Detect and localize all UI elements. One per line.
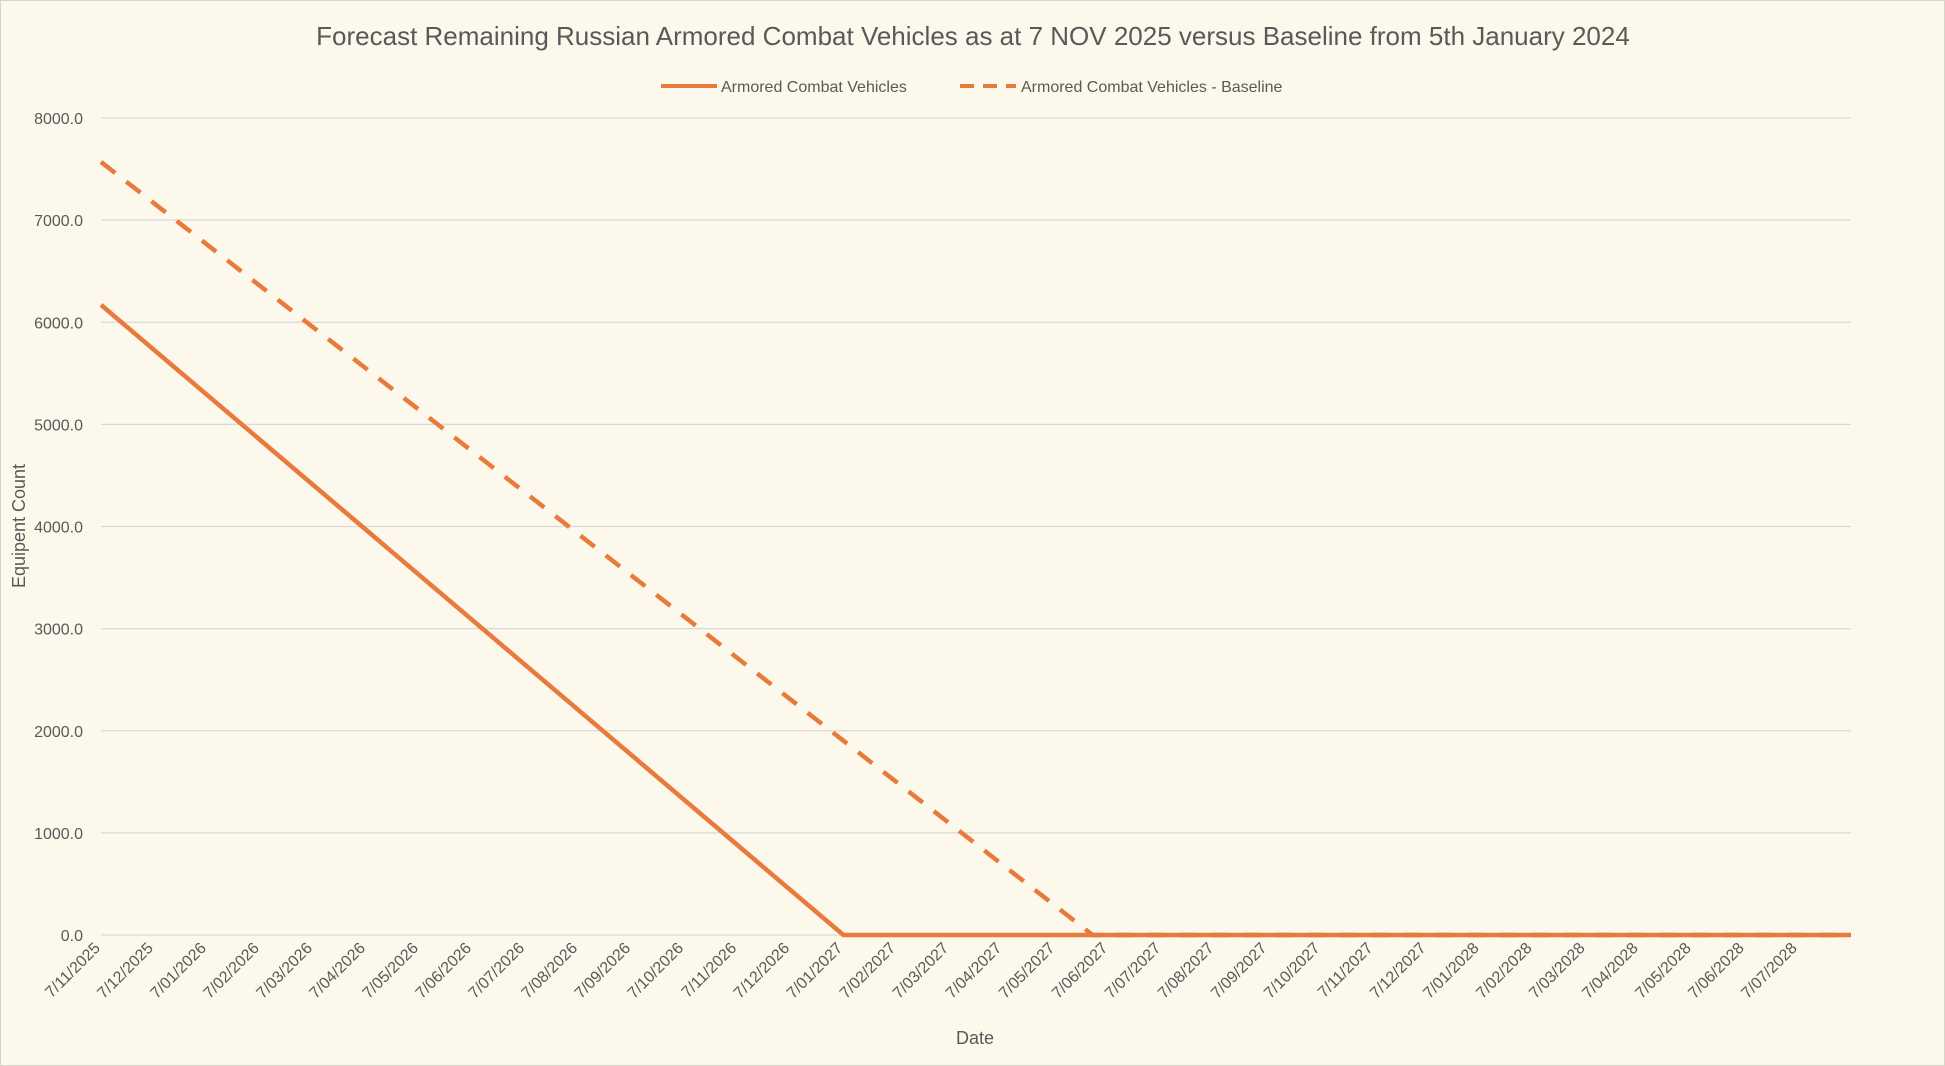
y-tick-label: 0.0 (61, 928, 83, 945)
y-tick-label: 5000.0 (34, 417, 83, 434)
x-tick-label: 7/09/2027 (1208, 940, 1270, 1002)
x-tick-label: 7/07/2026 (466, 940, 528, 1002)
x-tick-label: 7/04/2028 (1579, 940, 1641, 1002)
x-tick-label: 7/09/2026 (572, 940, 634, 1002)
y-axis-title: Equipent Count (9, 464, 29, 588)
x-tick-label: 7/06/2028 (1685, 940, 1747, 1002)
x-tick-label: 7/03/2028 (1526, 940, 1588, 1002)
x-tick-label: 7/03/2027 (890, 940, 952, 1002)
x-tick-label: 7/07/2028 (1738, 940, 1800, 1002)
x-tick-label: 7/10/2027 (1261, 940, 1323, 1002)
x-tick-label: 7/11/2027 (1315, 940, 1377, 1002)
x-tick-label: 7/02/2027 (837, 940, 899, 1002)
x-tick-label: 7/08/2026 (519, 940, 581, 1002)
x-tick-label: 7/05/2028 (1632, 940, 1694, 1002)
x-axis-ticks: 7/11/20257/12/20257/01/20267/02/20267/03… (42, 940, 1801, 1002)
series-line-baseline (99, 160, 1851, 938)
y-tick-label: 6000.0 (34, 315, 83, 332)
y-tick-label: 8000.0 (34, 111, 83, 128)
x-tick-label: 7/01/2026 (148, 940, 210, 1002)
x-tick-label: 7/08/2027 (1155, 940, 1217, 1002)
y-tick-label: 1000.0 (34, 826, 83, 843)
legend-label-dashed: Armored Combat Vehicles - Baseline (1021, 79, 1283, 96)
y-tick-label: 3000.0 (34, 622, 83, 639)
y-tick-label: 7000.0 (34, 213, 83, 230)
x-tick-label: 7/02/2028 (1473, 940, 1535, 1002)
series-lines (99, 160, 1851, 938)
x-tick-label: 7/07/2027 (1102, 940, 1164, 1002)
x-tick-label: 7/12/2025 (95, 940, 157, 1002)
x-tick-label: 7/11/2026 (679, 940, 741, 1002)
x-axis-title: Date (956, 1028, 994, 1048)
x-tick-label: 7/04/2026 (307, 940, 369, 1002)
series-line-armored-combat-vehicles (99, 303, 1851, 938)
gridlines (101, 117, 1851, 936)
chart-title: Forecast Remaining Russian Armored Comba… (316, 21, 1630, 51)
y-axis-ticks: 0.0 1000.0 2000.0 3000.0 4000.0 5000.0 6000.0 7… (34, 111, 83, 945)
x-tick-label: 7/03/2026 (254, 940, 316, 1002)
x-tick-label: 7/11/2025 (42, 940, 104, 1002)
x-tick-label: 7/02/2026 (201, 940, 263, 1002)
x-tick-label: 7/12/2027 (1367, 940, 1429, 1002)
x-tick-label: 7/04/2027 (943, 940, 1005, 1002)
x-tick-label: 7/06/2026 (413, 940, 475, 1002)
x-tick-label: 7/01/2027 (784, 940, 846, 1002)
legend-label-solid: Armored Combat Vehicles (721, 79, 907, 96)
legend: Armored Combat Vehicles Armored Combat V… (661, 79, 1283, 96)
x-tick-label: 7/12/2026 (731, 940, 793, 1002)
x-tick-label: 7/01/2028 (1420, 940, 1482, 1002)
y-tick-label: 4000.0 (34, 520, 83, 537)
x-tick-label: 7/05/2026 (360, 940, 422, 1002)
y-tick-label: 2000.0 (34, 724, 83, 741)
x-tick-label: 7/10/2026 (625, 940, 687, 1002)
x-tick-label: 7/06/2027 (1049, 940, 1111, 1002)
x-tick-label: 7/05/2027 (996, 940, 1058, 1002)
